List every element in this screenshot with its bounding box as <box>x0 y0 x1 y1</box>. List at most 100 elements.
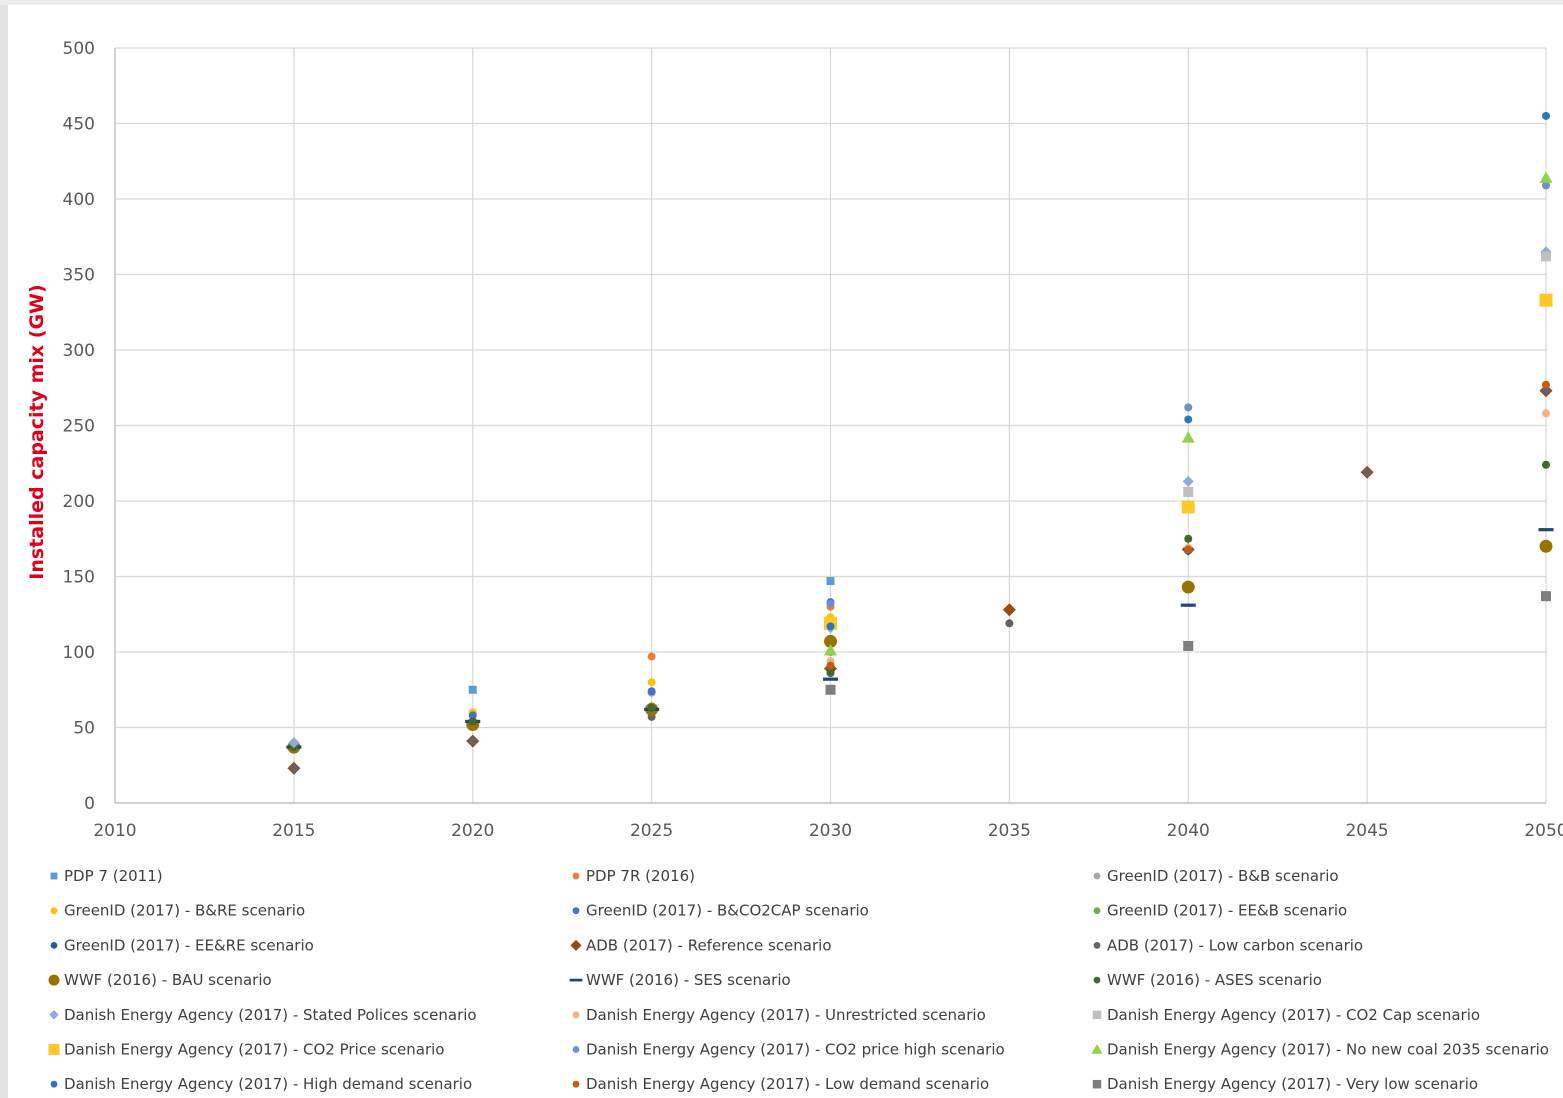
legend-label: WWF (2016) - SES scenario <box>586 971 791 989</box>
y-tick-label: 150 <box>63 568 95 588</box>
legend-marker <box>570 939 582 951</box>
series-18 <box>826 111 1550 631</box>
y-tick-label: 0 <box>84 794 95 814</box>
legend-marker <box>49 1010 59 1020</box>
legend-label: GreenID (2017) - EE&RE scenario <box>64 936 314 954</box>
data-point <box>647 652 656 661</box>
legend-label: Danish Energy Agency (2017) - Stated Pol… <box>64 1006 477 1024</box>
legend-label: WWF (2016) - ASES scenario <box>1107 971 1322 989</box>
legend-label: ADB (2017) - Reference scenario <box>586 936 832 954</box>
legend-item: WWF (2016) - BAU scenario <box>48 971 272 989</box>
series-20 <box>825 591 1551 695</box>
series-2 <box>289 619 835 750</box>
legend-item: PDP 7R (2016) <box>572 867 695 885</box>
y-tick-label: 350 <box>63 266 95 286</box>
data-point <box>824 634 837 648</box>
legend-item: Danish Energy Agency (2017) - CO2 price … <box>572 1041 1005 1059</box>
series-11 <box>289 460 1550 752</box>
x-axis-ticks: 2010 2015 2020 2025 2030 2035 2040 2045 2050 <box>93 821 1563 841</box>
y-tick-label: 250 <box>63 417 95 437</box>
legend-item: GreenID (2017) - EE&RE scenario <box>50 936 314 954</box>
legend-item: ADB (2017) - Low carbon scenario <box>1093 936 1363 954</box>
data-point <box>1542 380 1550 389</box>
x-tick-label: 2045 <box>1345 821 1388 841</box>
data-point <box>823 677 838 681</box>
series-5 <box>289 648 835 750</box>
data-point <box>1005 619 1014 628</box>
legend-marker <box>572 1011 580 1019</box>
y-tick-label: 450 <box>63 115 95 135</box>
data-point <box>1542 460 1550 469</box>
legend-marker <box>50 872 58 880</box>
legend-item: WWF (2016) - SES scenario <box>569 971 791 989</box>
data-point <box>647 703 656 712</box>
data-point <box>1363 468 1372 477</box>
data-point <box>1542 181 1550 190</box>
legend-marker <box>572 1046 580 1053</box>
series-16 <box>826 181 1550 608</box>
data-point <box>289 764 298 773</box>
legend-marker <box>572 907 580 915</box>
legend-item: Danish Energy Agency (2017) - High deman… <box>50 1075 472 1093</box>
legend-label: Danish Energy Agency (2017) - CO2 Cap sc… <box>1107 1006 1480 1024</box>
data-point <box>1184 534 1193 543</box>
series-6 <box>289 622 835 750</box>
legend-marker <box>1093 907 1101 915</box>
data-point <box>1538 528 1554 532</box>
data-points <box>286 111 1554 775</box>
legend-item: GreenID (2017) - EE&B scenario <box>1093 902 1347 920</box>
y-tick-label: 300 <box>63 341 95 361</box>
legend-label: Danish Energy Agency (2017) - CO2 Price … <box>64 1041 444 1059</box>
legend-item: Danish Energy Agency (2017) - Low demand… <box>572 1075 989 1093</box>
data-point <box>1181 580 1195 594</box>
data-point <box>1541 591 1551 602</box>
y-tick-label: 500 <box>63 39 95 59</box>
series-0 <box>289 577 835 750</box>
data-point <box>1184 415 1193 424</box>
data-point <box>824 643 837 656</box>
legend-item: Danish Energy Agency (2017) - Unrestrict… <box>572 1006 986 1024</box>
data-point <box>647 678 656 687</box>
data-point <box>1183 640 1194 651</box>
data-point <box>468 717 477 726</box>
data-point <box>826 661 835 670</box>
legend-label: Danish Energy Agency (2017) - High deman… <box>64 1075 472 1093</box>
legend-label: ADB (2017) - Low carbon scenario <box>1107 936 1363 954</box>
legend-item: GreenID (2017) - B&CO2CAP scenario <box>572 902 869 920</box>
legend-marker <box>1093 872 1101 880</box>
data-point <box>468 685 477 694</box>
data-point <box>1184 403 1193 412</box>
legend-marker <box>1092 1079 1102 1089</box>
legend-item: Danish Energy Agency (2017) - No new coa… <box>1091 1041 1549 1059</box>
legend-marker <box>50 942 58 949</box>
data-point <box>1542 386 1550 395</box>
series-12 <box>288 246 1552 749</box>
gridlines <box>115 47 1547 803</box>
legend-item: ADB (2017) - Reference scenario <box>570 936 832 954</box>
data-point <box>1542 409 1550 418</box>
data-point <box>826 667 835 676</box>
data-point <box>826 599 835 608</box>
legend-label: GreenID (2017) - B&CO2CAP scenario <box>586 902 869 920</box>
data-point <box>826 577 835 586</box>
y-axis-label: Installed capacity mix (GW) <box>26 284 48 579</box>
legend-item: Danish Energy Agency (2017) - Very low s… <box>1092 1075 1478 1093</box>
data-point <box>1182 475 1194 487</box>
x-tick-label: 2050 <box>1524 821 1563 841</box>
window-left-edge <box>0 0 8 1098</box>
axes <box>114 48 1546 804</box>
legend-item: Danish Energy Agency (2017) - Stated Pol… <box>49 1006 477 1024</box>
data-point <box>826 622 835 631</box>
legend-marker <box>48 974 60 986</box>
legend-item: GreenID (2017) - B&RE scenario <box>50 902 305 920</box>
data-point <box>1541 251 1551 262</box>
data-point <box>1542 111 1550 120</box>
x-tick-label: 2030 <box>809 821 852 841</box>
y-axis-ticks: 0 50 100 150 200 250 300 350 400 450 500 <box>63 39 95 814</box>
data-point <box>825 684 836 695</box>
data-point <box>1184 545 1193 554</box>
legend-label: PDP 7 (2011) <box>64 867 163 885</box>
legend-label: Danish Energy Agency (2017) - CO2 price … <box>586 1041 1005 1059</box>
x-tick-label: 2040 <box>1167 821 1210 841</box>
